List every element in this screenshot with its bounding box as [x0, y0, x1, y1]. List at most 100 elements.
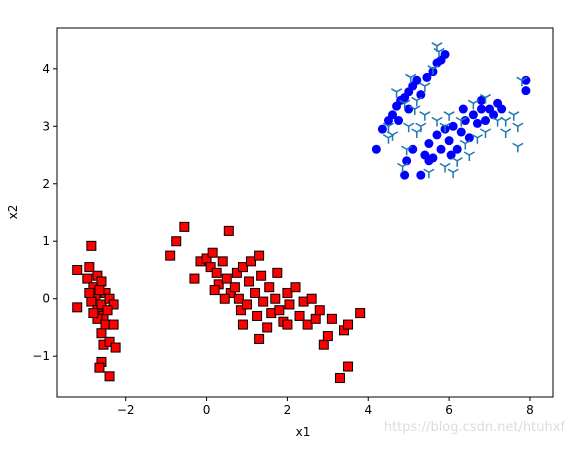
circle-point [394, 116, 404, 126]
x-tick-label: 4 [364, 403, 372, 417]
circle-point [424, 156, 434, 166]
circle-point [402, 156, 412, 166]
square-point [211, 267, 222, 278]
circle-point [377, 124, 387, 134]
circle-point [436, 144, 446, 154]
square-point [254, 250, 265, 261]
square-point [252, 310, 263, 321]
tri-point [411, 96, 423, 107]
circle-point [432, 130, 442, 140]
tri-point [399, 99, 411, 110]
square-point [355, 308, 366, 319]
tri-point [427, 65, 439, 75]
tri-point [439, 162, 451, 173]
x-tick-label: 0 [203, 403, 211, 417]
tri-point [431, 42, 443, 52]
square-point [343, 361, 354, 372]
square-point [244, 276, 255, 287]
square-point [264, 282, 275, 293]
square-point [217, 256, 228, 267]
tri-point [508, 111, 520, 121]
tri-point [405, 73, 417, 84]
square-point [235, 305, 246, 316]
circle-point [472, 118, 482, 128]
square-point [256, 270, 267, 281]
square-point [165, 250, 176, 261]
tri-point [409, 105, 421, 116]
square-point [72, 302, 83, 313]
x-tick-label: 6 [445, 403, 453, 417]
square-point [84, 262, 95, 273]
tri-point [397, 162, 409, 173]
circle-point [476, 104, 486, 114]
square-point [334, 373, 345, 384]
circle-point [460, 116, 470, 126]
tri-point [516, 76, 528, 87]
square-point [272, 267, 283, 278]
square-point [326, 313, 337, 324]
tri-point [447, 168, 459, 179]
y-axis-label: x2 [6, 205, 20, 220]
square-point [284, 299, 295, 310]
circle-point [464, 133, 474, 143]
circle-point [456, 127, 466, 137]
tri-point [443, 111, 455, 121]
circle-point [444, 136, 454, 146]
y-tick-label: 3 [42, 119, 50, 133]
tri-point [415, 122, 427, 133]
square-point [306, 293, 317, 304]
square-point [171, 236, 182, 247]
tri-point [463, 151, 475, 162]
square-point [231, 267, 242, 278]
circle-point [371, 144, 381, 154]
tri-point [439, 122, 451, 133]
tri-point [471, 134, 483, 144]
square-point [241, 299, 252, 310]
circle-point [416, 170, 426, 180]
square-point [221, 273, 232, 284]
square-point [294, 310, 305, 321]
circle-point [412, 75, 422, 85]
square-point [246, 256, 257, 267]
square-point [72, 264, 83, 275]
circle-point [422, 72, 432, 82]
square-point [82, 273, 93, 284]
square-point [250, 287, 261, 298]
circle-point [416, 90, 426, 100]
square-point [314, 305, 325, 316]
square-point [96, 276, 107, 287]
square-point [84, 287, 95, 298]
x-axis-label: x1 [296, 425, 311, 439]
square-point [207, 247, 218, 258]
tri-point [467, 99, 479, 110]
tri-point [459, 139, 471, 150]
x-tick-label: 2 [284, 403, 292, 417]
square-point [254, 333, 265, 344]
circle-point [480, 116, 490, 126]
circle-point [452, 144, 462, 154]
circle-point [408, 144, 418, 154]
circle-point [468, 110, 478, 120]
square-point [322, 331, 333, 342]
circle-point [440, 49, 450, 59]
circle-point [404, 104, 414, 114]
square-point [282, 319, 293, 330]
square-point [223, 225, 234, 236]
square-point [96, 328, 107, 339]
y-tick-label: 4 [42, 62, 50, 76]
square-point [96, 299, 107, 310]
square-point [343, 319, 354, 330]
square-point [237, 262, 248, 273]
square-point [108, 299, 119, 310]
square-point [262, 322, 273, 333]
square-point [270, 293, 281, 304]
plot-frame [56, 27, 554, 398]
tri-point [512, 142, 524, 153]
tri-point [382, 122, 395, 133]
square-point [104, 336, 115, 347]
square-point [233, 293, 244, 304]
tri-point [419, 82, 431, 93]
square-point [104, 371, 115, 382]
tri-point [500, 116, 512, 127]
y-tick-label: −1 [32, 349, 50, 363]
